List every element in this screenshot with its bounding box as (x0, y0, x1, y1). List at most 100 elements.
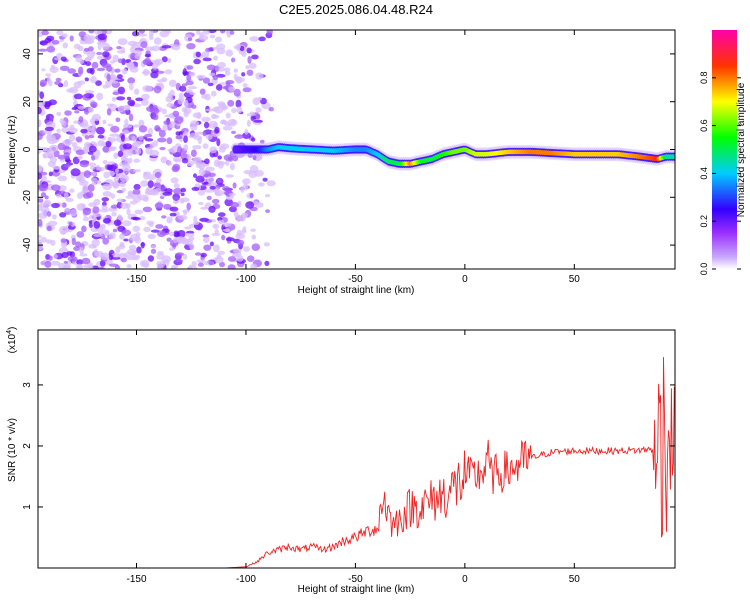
noise-speckle (147, 180, 154, 189)
noise-speckle (136, 246, 142, 254)
noise-speckle (144, 53, 151, 58)
noise-speckle (138, 33, 148, 37)
noise-speckle (105, 30, 113, 35)
noise-speckle (147, 127, 153, 136)
noise-speckle (198, 34, 209, 41)
noise-speckle (202, 143, 209, 149)
noise-speckle (242, 132, 251, 140)
noise-speckle (85, 61, 92, 67)
noise-speckle (183, 144, 189, 151)
noise-speckle (135, 97, 144, 102)
noise-speckle (252, 97, 261, 106)
noise-speckle (89, 162, 97, 167)
noise-speckle (187, 37, 193, 41)
noise-speckle (140, 260, 145, 267)
noise-speckle (246, 119, 251, 127)
y-tick-label: 2 (22, 443, 33, 449)
noise-speckle (188, 235, 195, 241)
chart-title: C2E5.2025.086.04.48.R24 (279, 2, 433, 17)
noise-speckle (247, 152, 253, 158)
noise-speckle (148, 222, 154, 228)
noise-speckle (121, 156, 127, 160)
noise-speckle (117, 86, 126, 95)
noise-speckle (114, 264, 121, 269)
noise-speckle (262, 177, 268, 182)
noise-speckle (163, 203, 172, 210)
noise-speckle (225, 228, 231, 233)
noise-speckle (152, 114, 159, 121)
noise-speckle (114, 176, 119, 183)
noise-speckle (205, 134, 213, 140)
noise-speckle (122, 143, 133, 150)
noise-speckle (108, 232, 116, 240)
noise-speckle (209, 72, 216, 77)
noise-speckle (54, 57, 61, 61)
noise-speckle (91, 122, 97, 130)
noise-speckle (186, 74, 192, 82)
noise-speckle (177, 98, 184, 105)
noise-speckle (205, 108, 215, 112)
noise-speckle (225, 237, 235, 242)
noise-speckle (218, 212, 226, 218)
noise-speckle (242, 178, 251, 185)
noise-speckle (162, 191, 173, 196)
noise-speckle (131, 142, 137, 150)
colorbar: 0.0 0.2 0.4 0.6 0.8 Normalized spectral ampl… (699, 30, 747, 275)
noise-speckle (161, 215, 167, 219)
noise-speckle (246, 69, 254, 76)
noise-speckle (113, 219, 122, 227)
noise-speckle (166, 237, 172, 242)
noise-speckle (134, 88, 140, 95)
noise-speckle (100, 252, 110, 260)
noise-speckle (102, 191, 112, 197)
x-tick-label: 50 (569, 574, 581, 585)
noise-speckle (138, 125, 148, 133)
noise-speckle (45, 134, 56, 141)
noise-speckle (82, 207, 92, 216)
noise-speckle (96, 51, 103, 56)
noise-speckle (249, 36, 260, 42)
noise-speckle (193, 58, 201, 65)
colorbar-tick-label: 0.2 (699, 215, 709, 228)
noise-speckle (69, 209, 78, 217)
noise-speckle (203, 244, 212, 251)
noise-speckle (120, 134, 125, 142)
noise-speckle (251, 54, 259, 60)
noise-speckle (83, 93, 90, 98)
noise-speckle (102, 237, 109, 245)
noise-speckle (211, 232, 221, 236)
noise-speckle (169, 231, 175, 237)
noise-speckle (228, 192, 236, 197)
noise-speckle (251, 234, 257, 240)
noise-speckle (234, 134, 245, 139)
noise-speckle (51, 202, 60, 209)
noise-speckle (172, 110, 180, 118)
noise-speckle (120, 174, 126, 178)
noise-speckle (182, 253, 188, 260)
noise-speckle (73, 93, 83, 100)
noise-speckle (132, 225, 141, 232)
noise-speckle (157, 263, 164, 269)
noise-speckle (57, 154, 66, 160)
noise-speckle (153, 37, 162, 45)
noise-speckle (166, 137, 173, 145)
noise-speckle (236, 106, 243, 114)
noise-speckle (88, 202, 97, 208)
noise-speckle (74, 110, 80, 114)
noise-speckle (247, 55, 252, 64)
noise-speckle (125, 203, 131, 209)
spectrogram-y-label: Frequency (Hz) (7, 116, 18, 185)
noise-speckle (100, 223, 106, 230)
noise-speckle (133, 183, 141, 190)
noise-speckle (140, 41, 148, 49)
noise-speckle (161, 108, 167, 115)
snr-y-ticks: 1 2 3 (22, 382, 675, 510)
noise-speckle (63, 260, 68, 264)
noise-speckle (38, 172, 43, 180)
noise-speckle (201, 94, 208, 99)
noise-speckle (101, 205, 108, 211)
noise-speckle (132, 254, 141, 259)
noise-speckle (167, 58, 172, 63)
noise-speckle (252, 154, 257, 161)
noise-speckle (264, 194, 271, 198)
